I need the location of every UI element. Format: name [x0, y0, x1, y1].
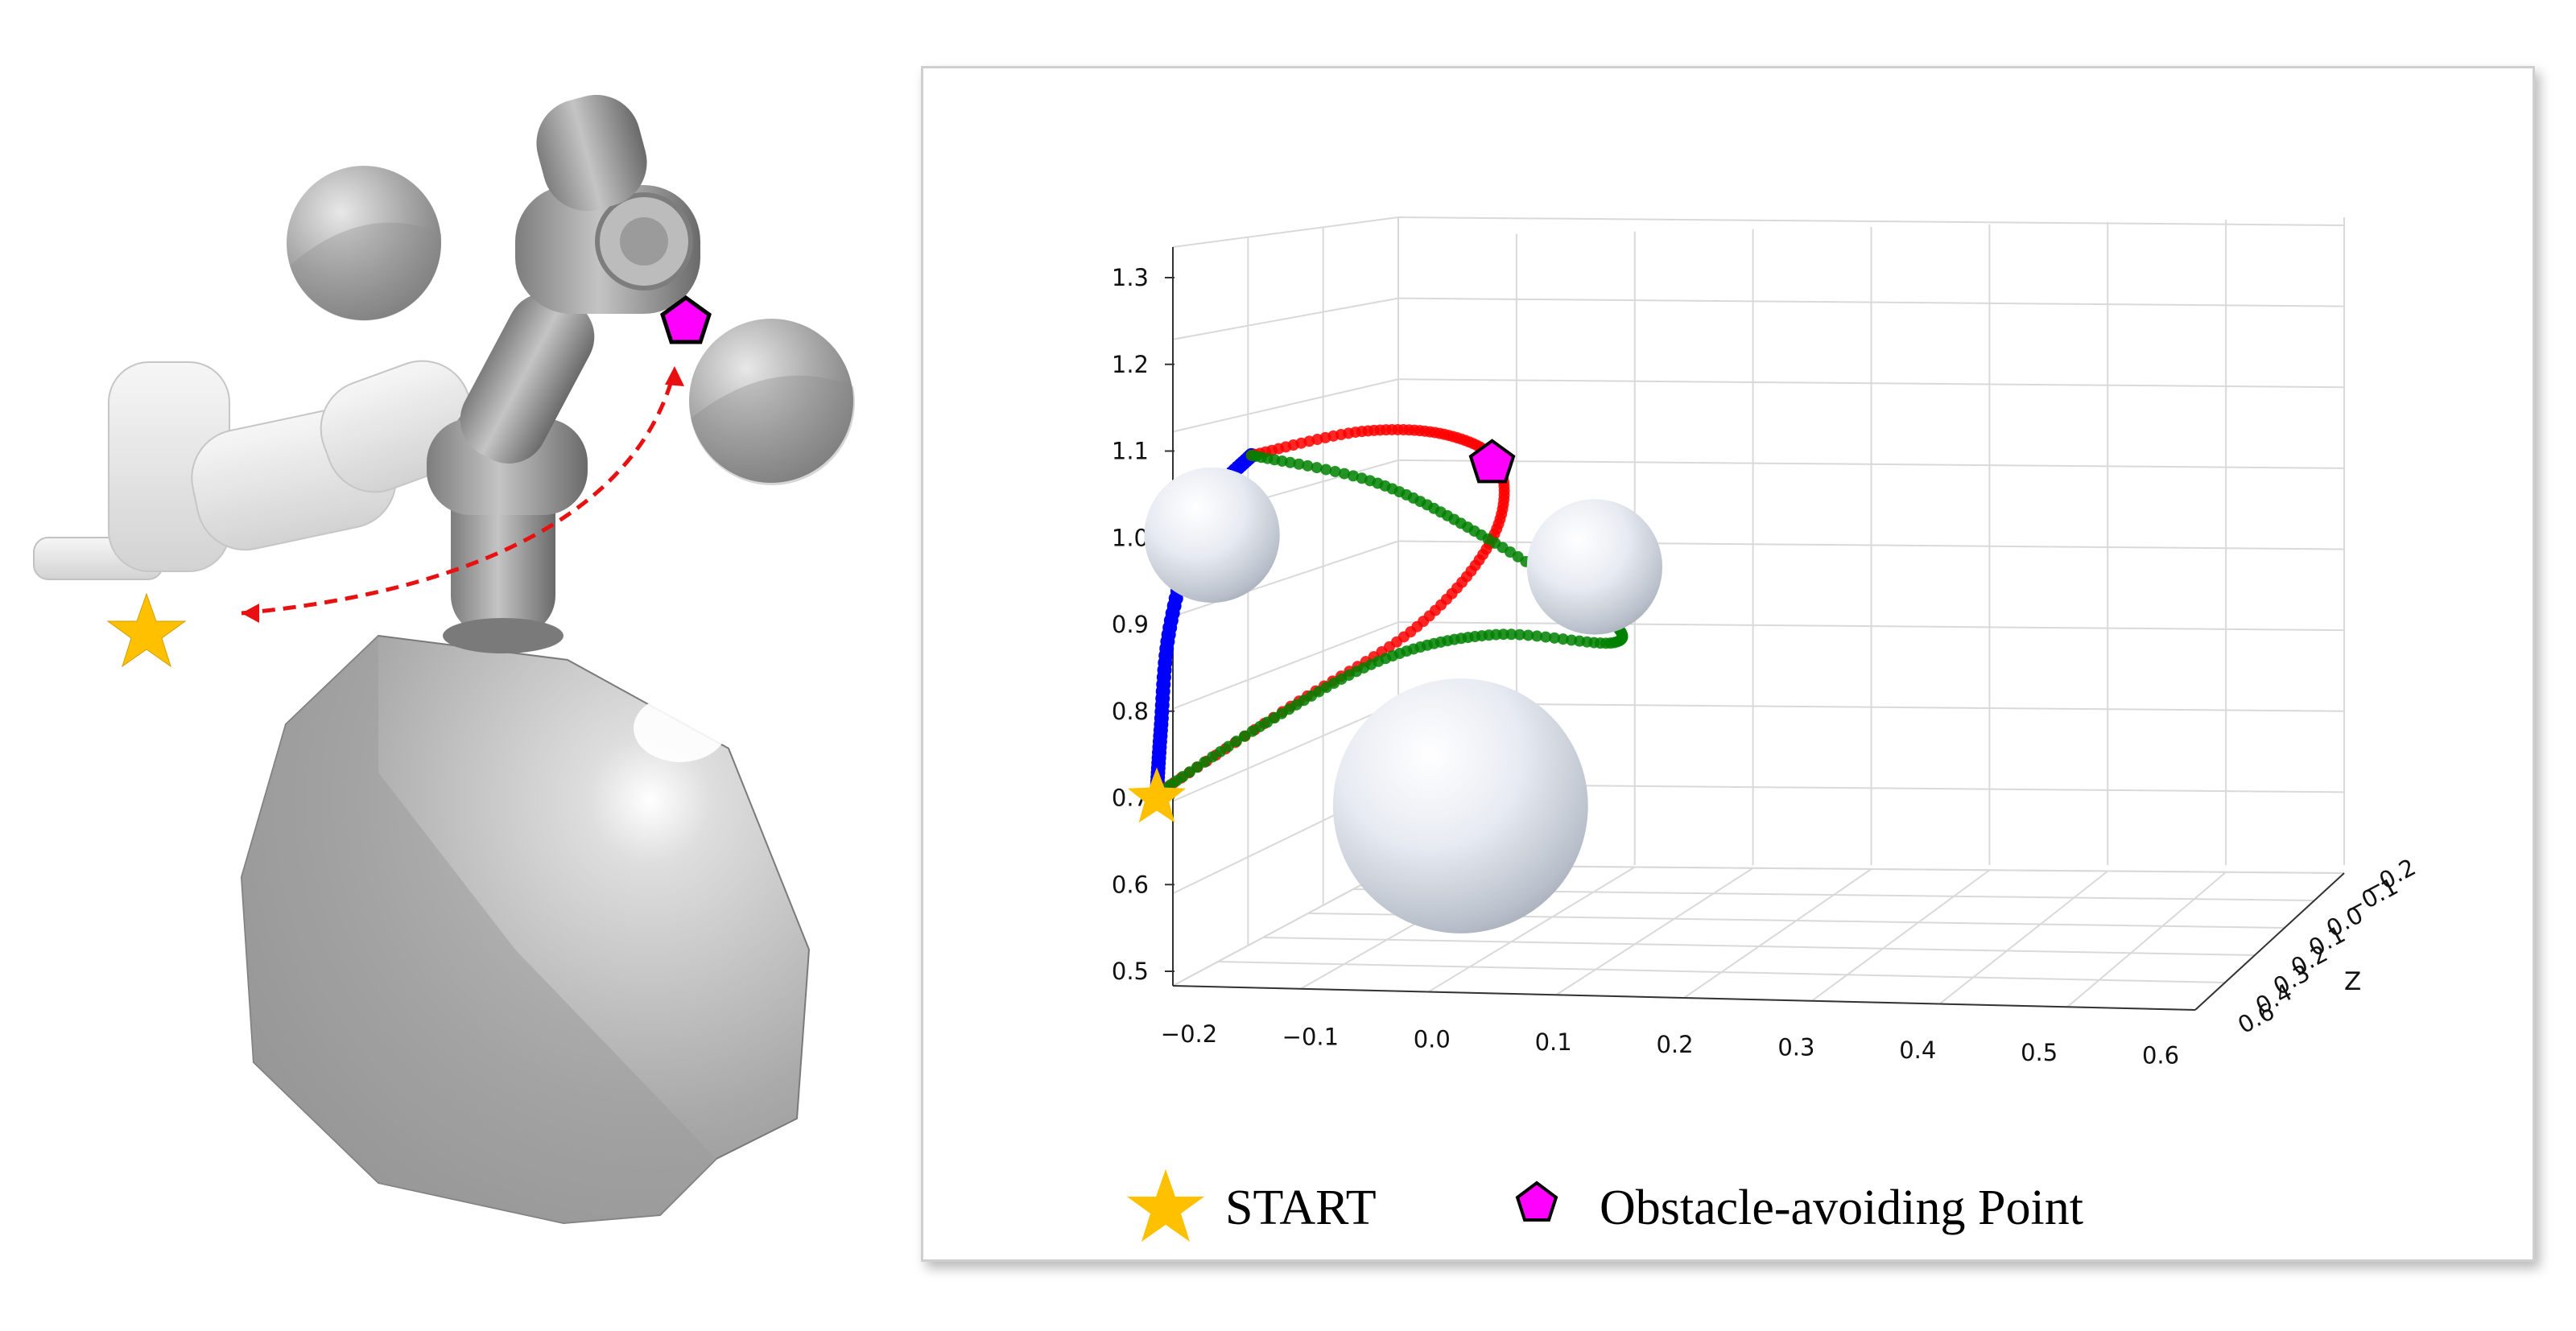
y-tick-label: 1.3 [1112, 264, 1149, 291]
x-axis-line [1172, 985, 2196, 1011]
grid-line [1172, 702, 1399, 802]
series-point [1505, 628, 1517, 641]
series-point [1540, 631, 1552, 643]
series-point [1230, 736, 1242, 748]
grid-line [1172, 216, 1399, 248]
grid-line [1555, 867, 1754, 996]
robot-scene [33, 94, 855, 1225]
start-star-icon [1127, 767, 1187, 823]
grid-line [1172, 378, 1399, 433]
y-tick-label: 0.6 [1112, 871, 1149, 898]
series-point [1222, 740, 1234, 752]
grid-line [1172, 540, 1399, 617]
x-tick-label: 0.4 [1899, 1036, 1936, 1064]
robot-arm-start-pose [33, 360, 477, 580]
series-point [1557, 633, 1569, 645]
grid-line [1397, 621, 2345, 632]
series-point [1293, 458, 1305, 470]
obstacle-sphere [1332, 678, 1588, 933]
x-tick-label: −0.1 [1282, 1023, 1339, 1050]
grid-line [1217, 961, 2226, 983]
grid-line [1811, 869, 1990, 1002]
series-point [1302, 459, 1314, 472]
large-obstacle-sphere [240, 634, 811, 1225]
obstacle-sphere-upper-left [287, 166, 442, 321]
plot-panel: 0.5 0.6 0.7 0.8 0.9 1.0 1.1 1.2 1.3 −0.2 −0.1 0.0 0.… [921, 66, 2535, 1262]
x-tick-label: 0.3 [1777, 1034, 1814, 1061]
series-point [1513, 628, 1525, 641]
series-point [1531, 630, 1543, 642]
legend-pentagon-icon [1515, 1181, 1558, 1222]
trajectory-arrow [241, 366, 684, 623]
y-tick-label: 1.0 [1112, 524, 1149, 551]
series-point [1522, 629, 1534, 641]
trajectory-3d-plot: 0.50.60.70.80.91.01.11.21.3−0.2 −0.1 0.0 0.… [1112, 216, 2420, 1242]
y-tick-label: 0.8 [1112, 698, 1149, 725]
series-point [1311, 462, 1323, 474]
series-point [1284, 456, 1296, 468]
grid-line [1397, 216, 2345, 226]
obstacle-sphere [1526, 499, 1663, 635]
grid-line [2066, 871, 2227, 1008]
y-tick-label: 1.1 [1112, 438, 1149, 465]
series-point [1566, 634, 1578, 646]
z-axis-label: Z [2344, 967, 2361, 996]
series-point [1320, 464, 1332, 476]
grid-line [1683, 868, 1872, 999]
x-tick-label: −0.2 [1161, 1020, 1217, 1048]
grid-line [1172, 297, 1399, 340]
legend: START Obstacle-avoiding Point [1127, 1169, 2083, 1242]
z-axis-line [2194, 872, 2345, 1011]
obstacle-sphere [1144, 467, 1280, 603]
y-tick-label: 0.9 [1112, 611, 1149, 638]
legend-obstacle-label: Obstacle-avoiding Point [1600, 1181, 2083, 1235]
grid-line [1397, 459, 2345, 469]
x-tick-label: 0.5 [2021, 1039, 2058, 1066]
x-tick-label: 0.6 [2142, 1041, 2179, 1069]
grid-line [1172, 621, 1399, 710]
grid-line [1397, 378, 2345, 389]
obstacle-point-pentagon-icon [660, 295, 712, 344]
grid-line [1262, 937, 2256, 956]
series-point [1329, 465, 1341, 477]
x-tick-label: 0.0 [1414, 1026, 1451, 1053]
grid-line [1427, 866, 1636, 993]
x-tick-label: 0.1 [1535, 1028, 1572, 1056]
grid-line [1938, 870, 2108, 1005]
series-point [1549, 632, 1561, 644]
grid-line [1397, 702, 2345, 712]
series-point [1215, 746, 1227, 758]
x-tick-label: 0.2 [1656, 1031, 1693, 1058]
series-point [1347, 470, 1359, 482]
y-tick-label: 0.5 [1112, 958, 1149, 985]
series-point [1338, 468, 1350, 480]
start-star-icon [106, 592, 187, 668]
robot-arm-goal-pose [427, 94, 700, 653]
y-tick-label: 1.2 [1112, 351, 1149, 378]
obstacle-sphere-right [689, 319, 855, 485]
obstacle-point-pentagon-icon [1468, 439, 1516, 484]
legend-star-icon [1127, 1169, 1204, 1242]
legend-start-label: START [1225, 1181, 1377, 1235]
grid-line [1397, 297, 2345, 307]
